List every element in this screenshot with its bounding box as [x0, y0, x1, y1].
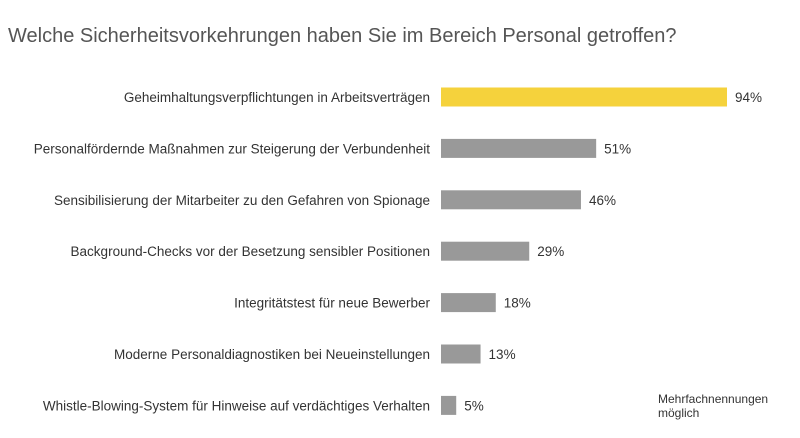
value-label: 94%	[735, 90, 762, 105]
bar	[441, 344, 481, 364]
bar	[441, 241, 530, 261]
bar	[441, 395, 457, 415]
bar	[441, 293, 496, 313]
category-label: Whistle-Blowing-System für Hinweise auf …	[43, 398, 430, 413]
value-label: 18%	[504, 296, 531, 311]
value-label: 13%	[489, 347, 516, 362]
value-label: 5%	[464, 398, 484, 413]
category-label: Sensibilisierung der Mitarbeiter zu den …	[54, 193, 430, 208]
bars-group: Geheimhaltungsverpflichtungen in Arbeits…	[34, 87, 762, 415]
bar	[441, 87, 727, 107]
category-label: Moderne Personaldiagnostiken bei Neueins…	[114, 347, 430, 362]
bar	[441, 190, 581, 210]
note-line-1: Mehrfachnennungen	[658, 392, 768, 406]
category-label: Geheimhaltungsverpflichtungen in Arbeits…	[124, 90, 430, 105]
category-label: Personalfördernde Maßnahmen zur Steigeru…	[34, 141, 431, 156]
note-line-2: möglich	[658, 406, 699, 420]
bar	[441, 138, 597, 158]
chart-title: Welche Sicherheitsvorkehrungen haben Sie…	[8, 25, 677, 47]
value-label: 46%	[589, 193, 616, 208]
category-label: Integritätstest für neue Bewerber	[234, 296, 430, 311]
value-label: 51%	[604, 141, 631, 156]
category-label: Background-Checks vor der Besetzung sens…	[71, 244, 430, 259]
value-label: 29%	[537, 244, 564, 259]
